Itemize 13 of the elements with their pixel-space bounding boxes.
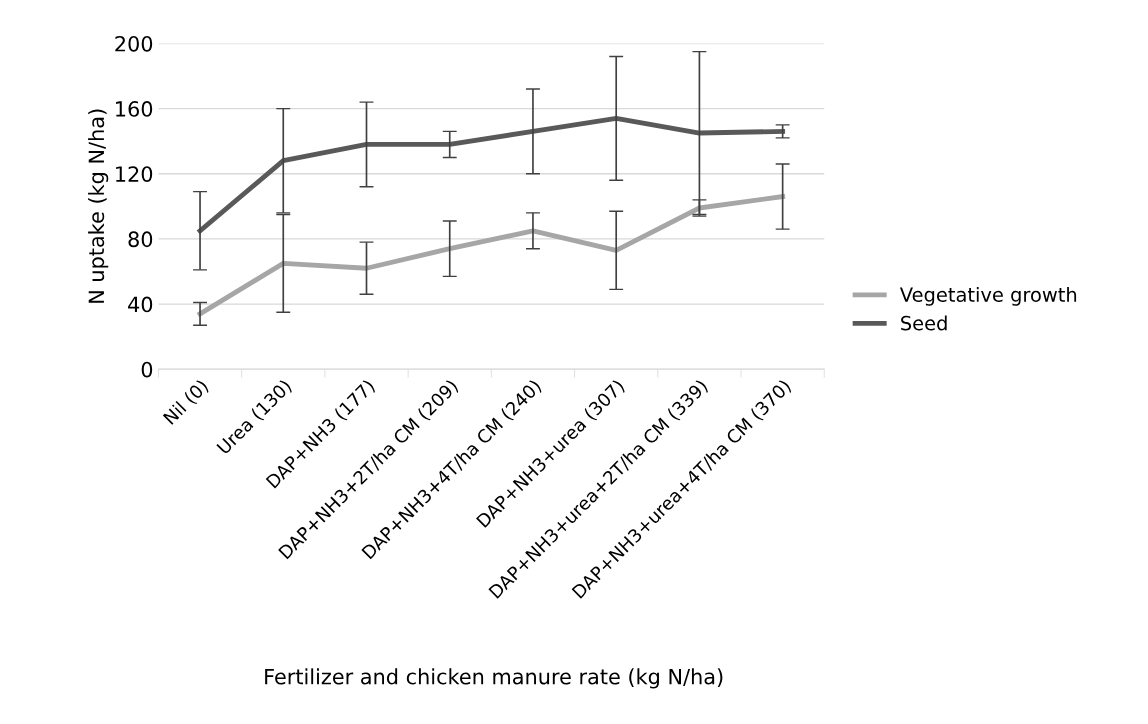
y-tick-label: 160: [116, 101, 153, 117]
line-series: [197, 194, 786, 317]
y-tick-label: 200: [115, 35, 153, 52]
x-axis-title: Fertilizer and chicken manure rate (kg N/ha): [265, 668, 723, 689]
y-tick-label: 0: [141, 361, 153, 378]
y-tick-label: 80: [128, 231, 153, 248]
legend-label: Vegetative growth: [899, 286, 1077, 306]
y-tick-label: 40: [128, 296, 153, 313]
y-axis-title: N uptake (kg N/ha): [88, 109, 109, 303]
y-tick-label: 120: [116, 166, 153, 182]
line-series: [197, 115, 786, 234]
x-tick-label: Nil (0): [162, 378, 211, 427]
legend-label: Seed: [901, 315, 947, 331]
